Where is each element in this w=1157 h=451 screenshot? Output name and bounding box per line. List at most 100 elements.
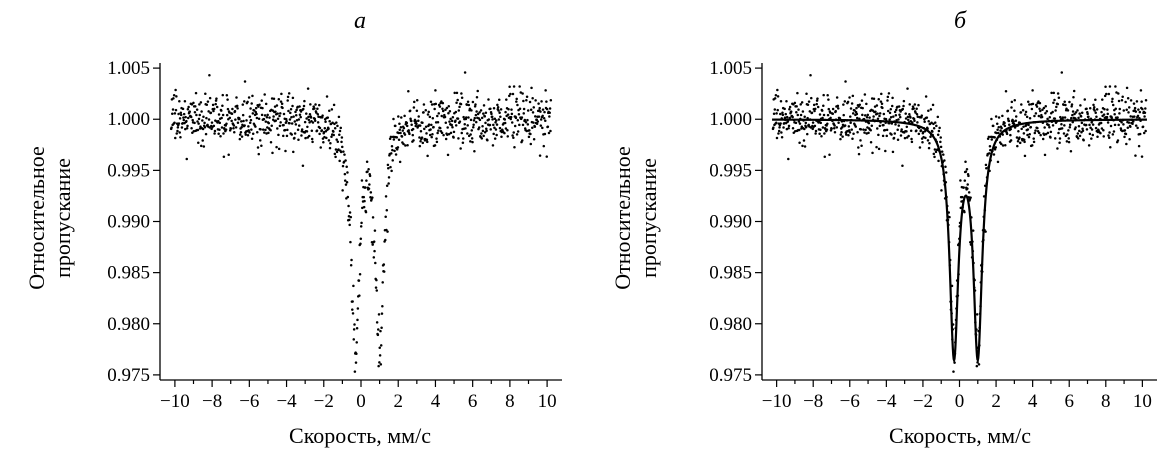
data-point — [991, 124, 995, 128]
data-point — [202, 145, 206, 148]
data-point — [1032, 140, 1036, 144]
data-point — [209, 111, 213, 115]
data-point — [408, 109, 412, 112]
data-point — [779, 112, 782, 116]
data-point — [343, 153, 346, 156]
data-point — [304, 136, 307, 140]
y-axis-title-line1-b: Относительное — [610, 146, 635, 290]
data-point — [1143, 115, 1146, 118]
data-point — [519, 91, 523, 94]
data-point — [402, 126, 406, 130]
data-point — [387, 182, 390, 185]
data-point — [1051, 110, 1054, 114]
data-point — [496, 103, 499, 107]
data-point — [440, 100, 443, 103]
data-point — [529, 142, 533, 146]
data-point — [289, 111, 292, 115]
data-point — [226, 98, 229, 101]
data-point — [347, 204, 350, 208]
data-point — [859, 139, 862, 142]
data-point — [932, 126, 936, 130]
data-point — [228, 116, 232, 120]
data-point — [311, 140, 314, 144]
data-point — [333, 152, 337, 156]
data-point — [1141, 107, 1144, 111]
data-point — [354, 361, 358, 364]
data-point — [251, 132, 255, 135]
data-point — [295, 108, 298, 112]
data-point — [1122, 109, 1126, 112]
data-point — [967, 191, 971, 194]
data-point — [399, 131, 402, 135]
data-point — [257, 105, 260, 108]
data-point — [463, 123, 466, 126]
data-point — [378, 361, 381, 364]
data-point — [1031, 144, 1034, 147]
data-point — [1064, 103, 1067, 107]
data-point — [288, 122, 291, 125]
data-point — [967, 174, 970, 178]
data-point — [881, 106, 884, 110]
data-point — [201, 119, 204, 122]
data-point — [804, 126, 808, 129]
data-point — [498, 126, 502, 130]
data-point — [1107, 92, 1111, 96]
data-point — [857, 105, 860, 108]
data-point — [459, 102, 463, 106]
data-point — [348, 218, 351, 222]
data-point — [338, 159, 341, 163]
data-point — [856, 130, 859, 134]
data-point — [549, 129, 552, 133]
data-point — [800, 101, 804, 104]
data-point — [1104, 85, 1107, 89]
data-point — [460, 96, 464, 100]
fit-curve-b — [772, 118, 1147, 365]
data-point — [234, 118, 237, 121]
data-point — [275, 145, 278, 149]
data-point — [490, 115, 494, 119]
data-point — [1023, 140, 1026, 144]
data-point — [199, 101, 203, 104]
data-point — [266, 113, 269, 117]
data-point — [203, 126, 207, 129]
data-point — [906, 87, 909, 90]
data-point — [470, 129, 474, 132]
data-point — [847, 134, 850, 137]
data-point — [398, 122, 401, 126]
data-point — [1081, 127, 1084, 131]
data-point — [364, 186, 367, 189]
data-point — [323, 126, 327, 130]
data-point — [395, 136, 399, 139]
data-point — [1112, 130, 1116, 133]
data-point — [880, 102, 884, 106]
data-point — [518, 107, 522, 110]
data-point — [338, 133, 341, 136]
data-point — [1099, 121, 1103, 125]
data-point — [257, 117, 261, 120]
data-point — [527, 135, 531, 139]
data-point — [844, 80, 847, 83]
data-point — [238, 133, 242, 136]
data-point — [849, 107, 853, 110]
data-point — [495, 133, 498, 137]
data-point — [1012, 120, 1015, 123]
data-point — [1082, 139, 1085, 142]
y-tick-label-b: 1.000 — [709, 109, 752, 130]
data-point — [335, 150, 339, 154]
data-point — [257, 152, 260, 156]
data-point — [352, 328, 356, 331]
data-point — [781, 113, 785, 117]
data-point — [212, 107, 216, 111]
data-point — [389, 135, 393, 139]
data-point — [308, 121, 311, 124]
data-point — [823, 155, 827, 158]
data-point — [331, 121, 334, 125]
data-point — [279, 121, 282, 124]
data-point — [1125, 86, 1129, 90]
data-point — [221, 93, 224, 97]
data-point — [993, 136, 996, 139]
data-point — [463, 71, 467, 74]
data-point — [213, 129, 217, 133]
data-point — [909, 129, 913, 132]
data-point — [392, 117, 395, 121]
